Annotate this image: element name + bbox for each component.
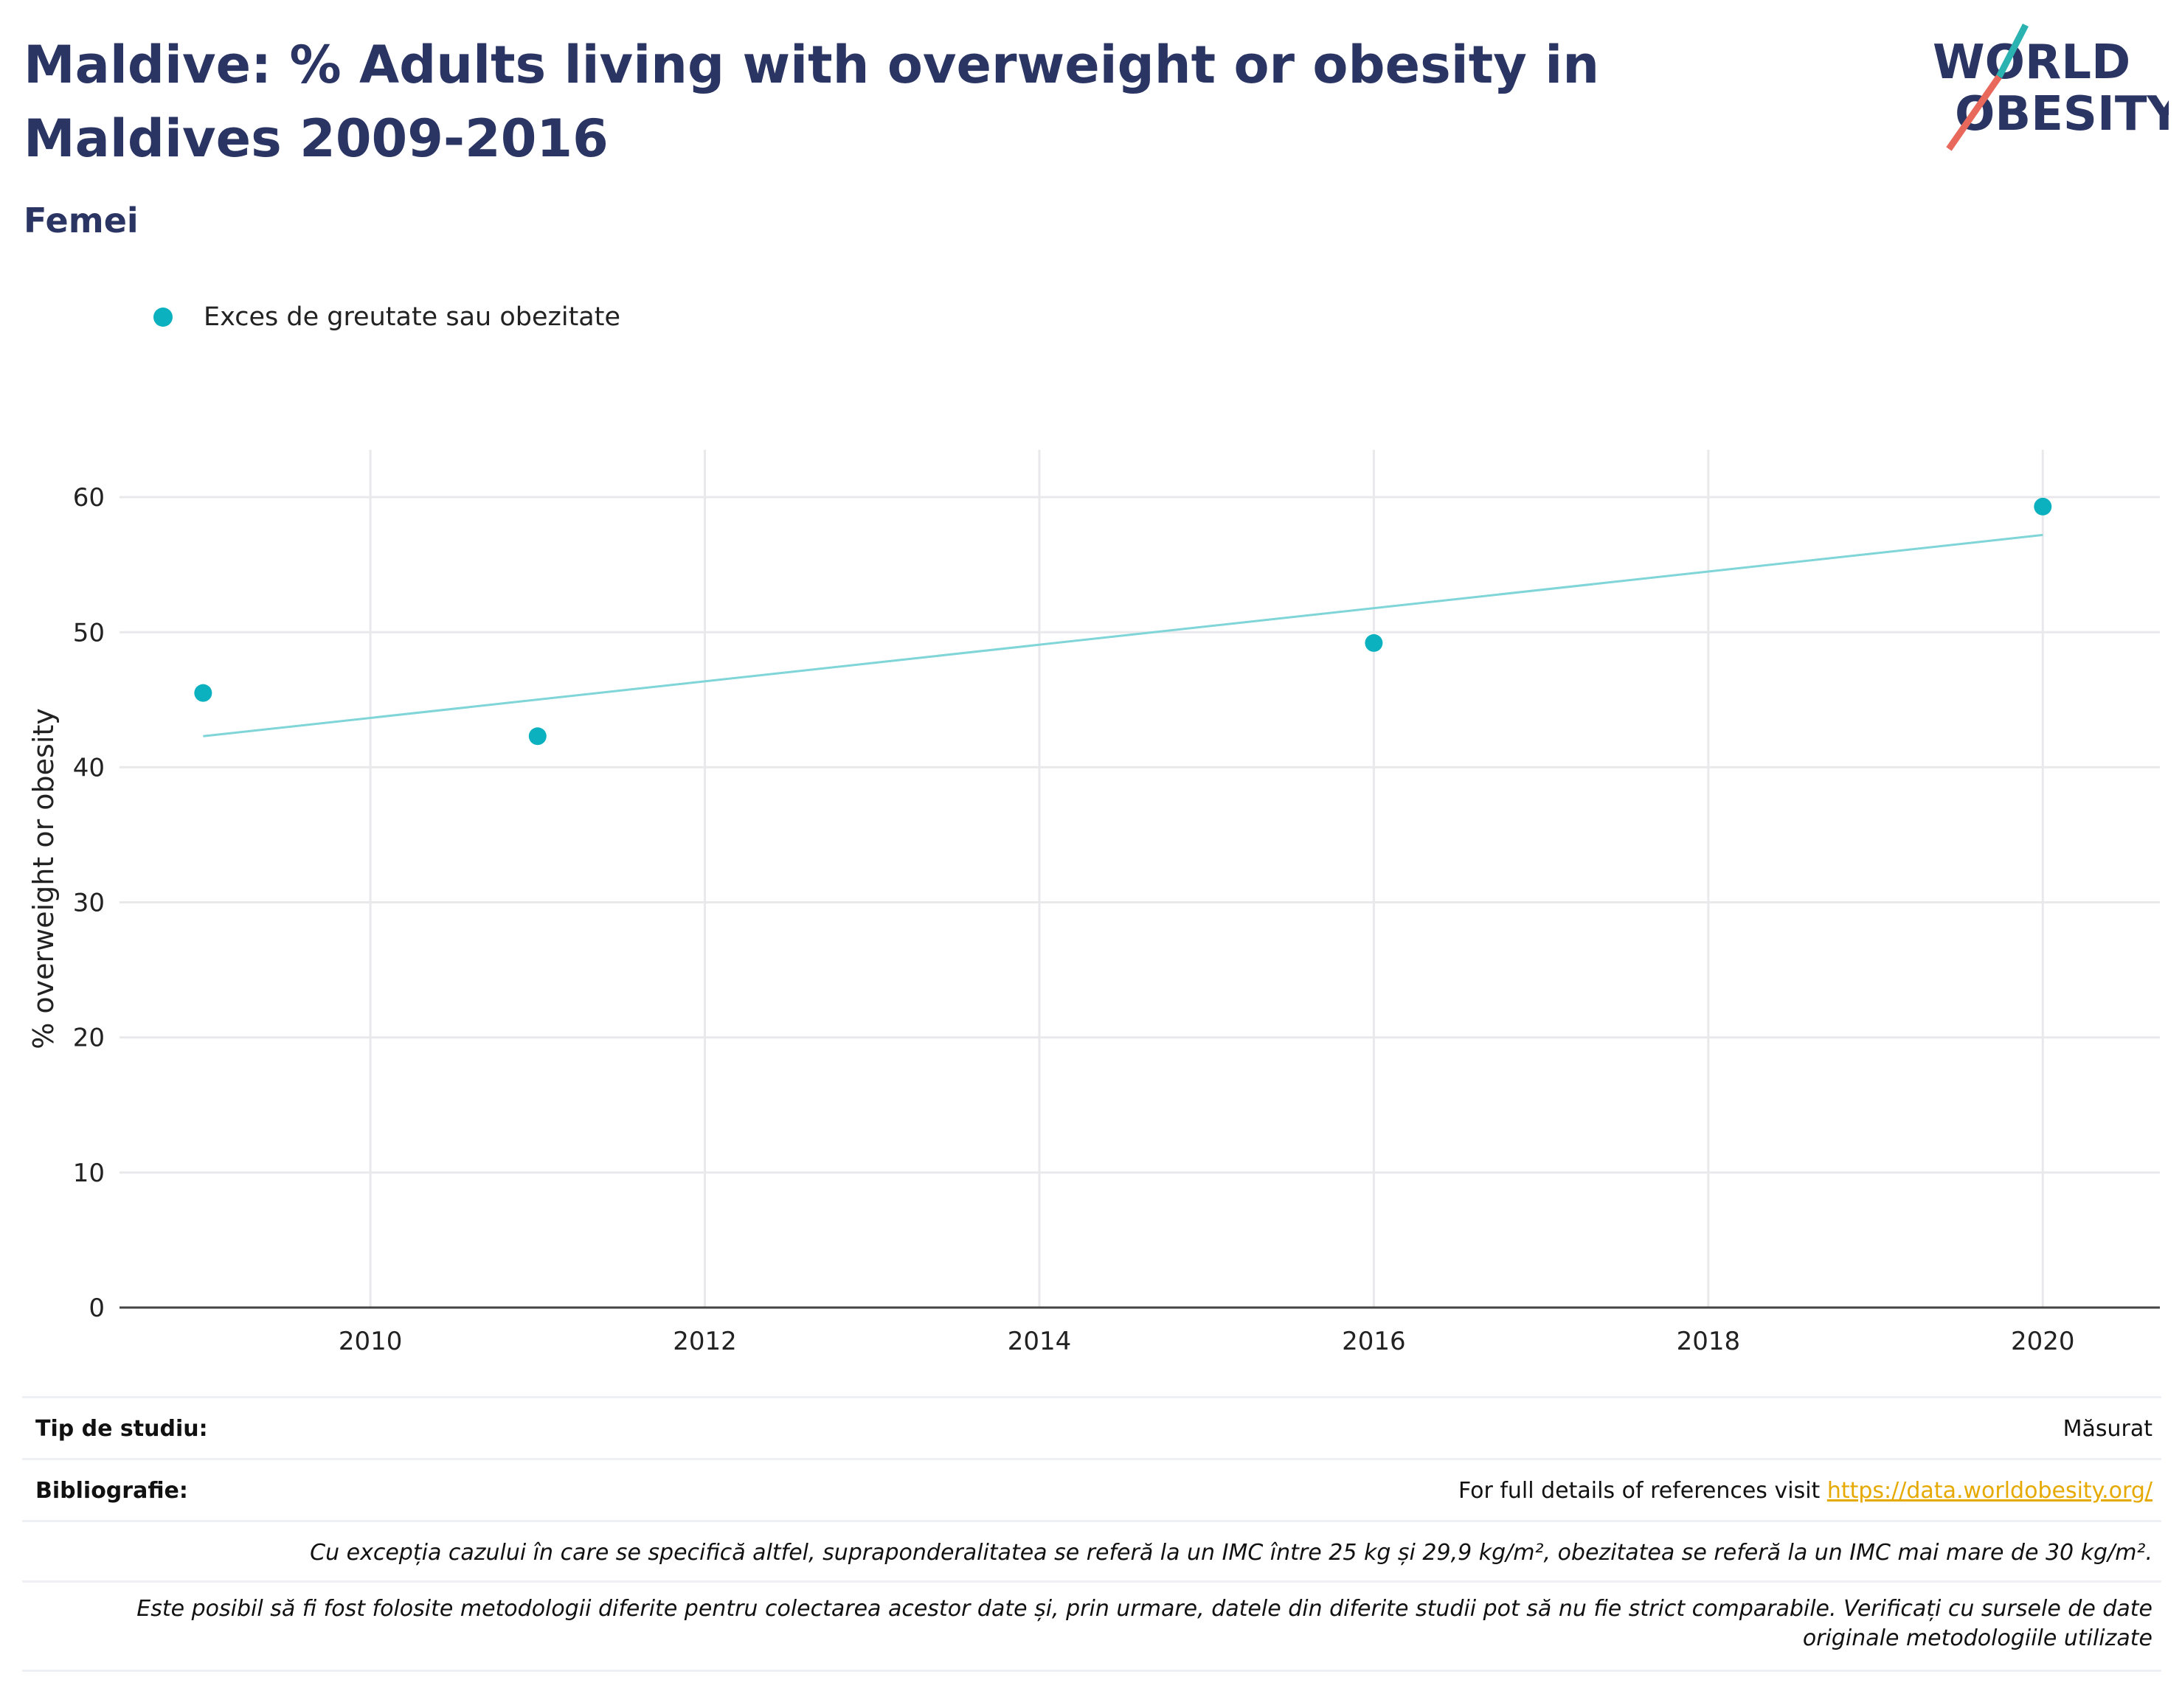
y-tick-label: 40 [73,753,105,782]
chart-title: Maldive: % Adults living with overweight… [24,35,1600,169]
study-type-row: Tip de studiu: Măsurat [22,1396,2161,1460]
footer-bottom-rule [22,1670,2161,1672]
methodology-note: Este posibil să fi fost folosite metodol… [43,1594,2152,1653]
x-tick-label: 2010 [339,1327,403,1356]
chart-legend[interactable]: Exces de greutate sau obezitate [153,295,620,339]
y-axis-title: % overweight or obesity [27,708,60,1049]
legend-label: Exces de greutate sau obezitate [204,302,621,332]
bibliography-link[interactable]: https://data.worldobesity.org/ [1826,1478,2152,1504]
data-point [194,684,212,702]
y-tick-label: 30 [73,889,105,918]
y-tick-label: 0 [89,1294,105,1323]
study-type-value: Măsurat [2062,1416,2152,1442]
y-tick-label: 60 [73,483,105,513]
logo-line1: WORLD [1933,35,2130,90]
x-tick-label: 2016 [1342,1327,1406,1356]
world-obesity-logo: WORLD OBESITY [1925,22,2181,155]
bibliography-row: Bibliografie: For full details of refere… [22,1458,2161,1522]
bibliography-label: Bibliografie: [35,1478,188,1504]
bibliography-value: For full details of references visit htt… [1458,1478,2152,1504]
chart-plot: 0 10 20 30 40 50 60 2010 2012 2014 2016 2018 2020 % o… [27,450,2160,1356]
methodology-note-line1: Este posibil să fi fost folosite metodol… [136,1596,2152,1622]
logo-slash-top [1995,23,2029,79]
study-type-label: Tip de studiu: [35,1416,208,1442]
y-tick-label: 10 [73,1159,105,1188]
methodology-note-line2: originale metodologiile utilizate [1802,1625,2152,1651]
data-point [2034,497,2052,515]
logo-slash-bottom [1946,74,2002,151]
y-tick-label: 20 [73,1024,105,1053]
x-tick-label: 2018 [1677,1327,1741,1356]
data-point [1365,633,1383,652]
bibliography-text: For full details of references visit [1458,1478,1827,1504]
legend-marker [153,308,173,327]
x-tick-label: 2014 [1008,1327,1072,1356]
y-tick-label: 50 [73,618,105,648]
chart-subtitle: Femei [24,201,139,240]
methodology-note-row: Este posibil să fi fost folosite metodol… [22,1580,2161,1672]
x-tick-label: 2012 [673,1327,737,1356]
definition-note: Cu excepția cazului în care se specifică… [310,1540,2152,1566]
data-point [528,727,547,746]
logo-line2: OBESITY [1955,87,2169,142]
trendline [203,533,2043,737]
x-tick-label: 2020 [2011,1327,2075,1356]
definition-note-row: Cu excepția cazului în care se specifică… [22,1520,2161,1583]
